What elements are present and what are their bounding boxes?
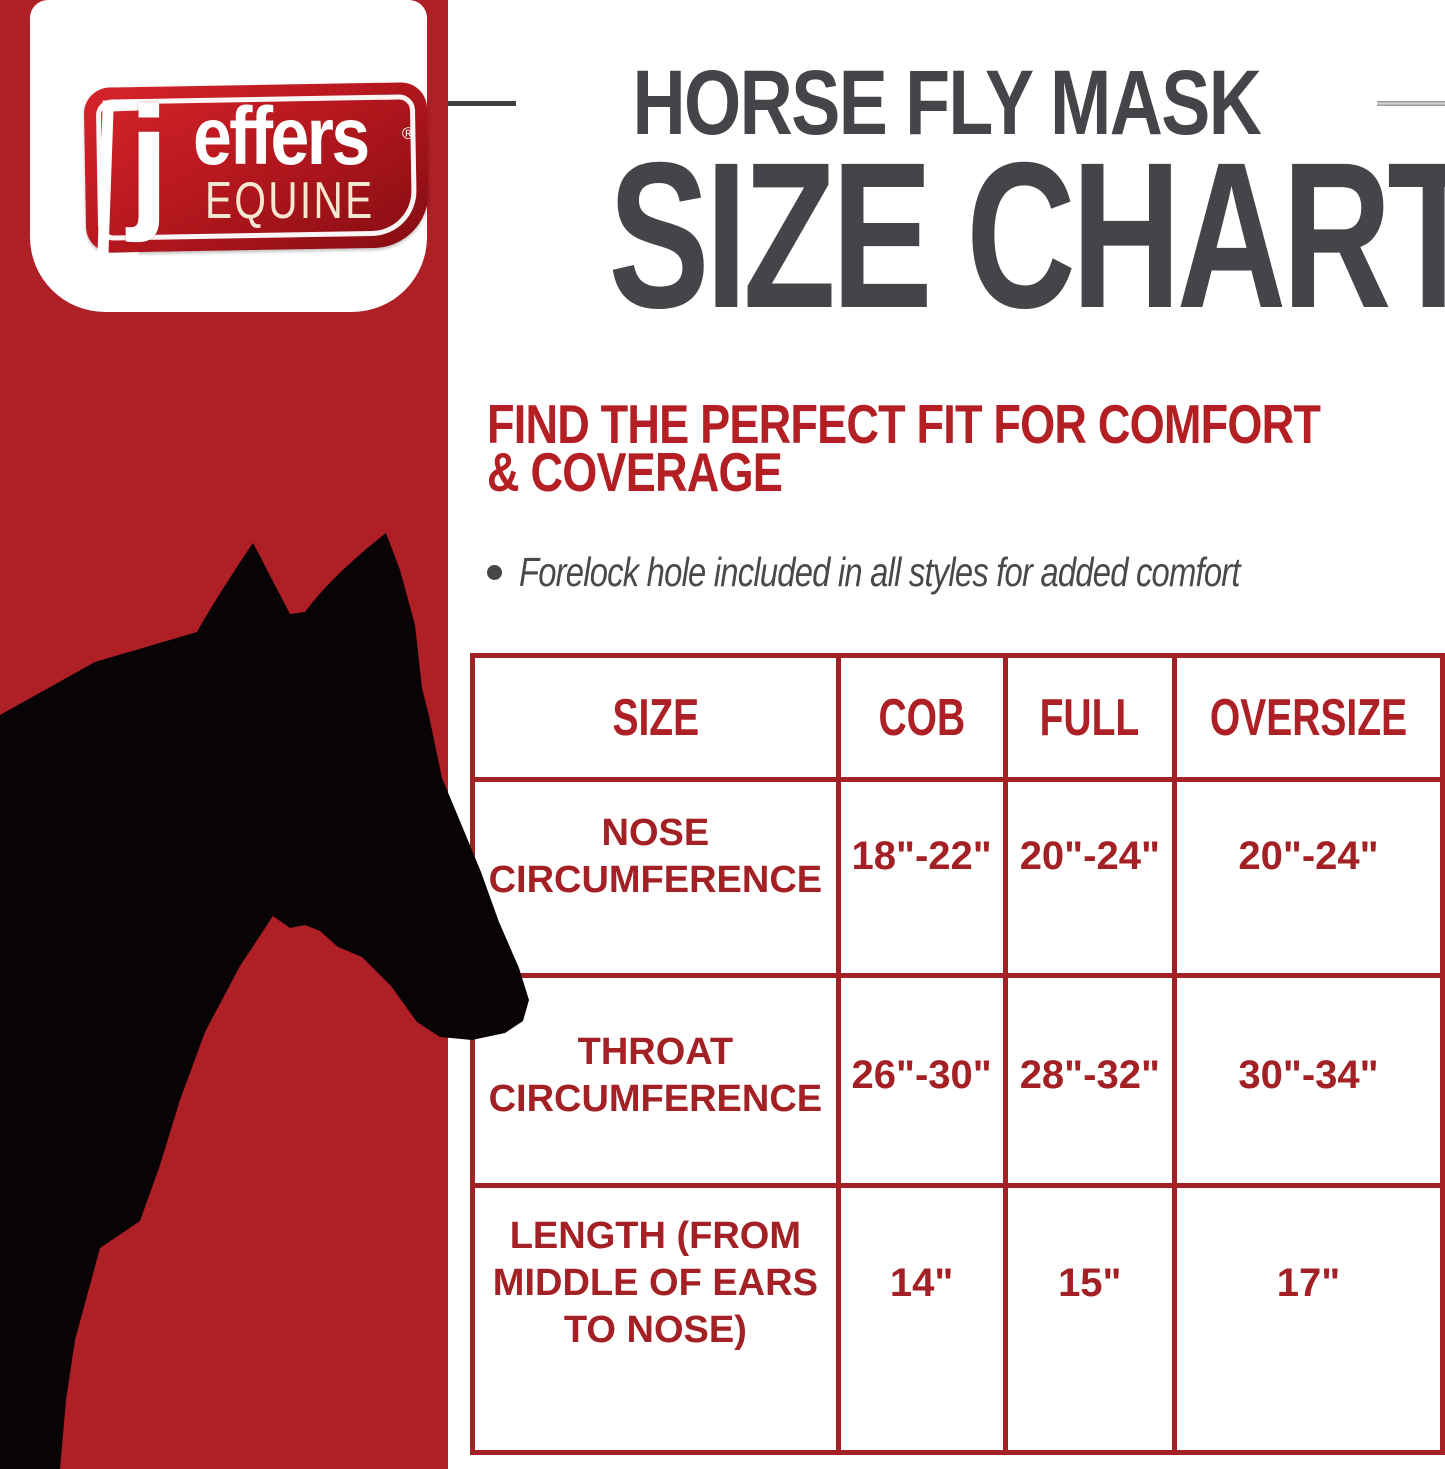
bullet-text: Forelock hole included in all styles for… [519, 548, 1240, 595]
size-value: 28"-32" [1019, 1053, 1160, 1097]
column-header-cob-label: COB [878, 688, 965, 747]
size-value: 14" [889, 1260, 954, 1305]
bullet-item: Forelock hole included in all styles for… [487, 543, 1437, 601]
size-value: 17" [1276, 1260, 1341, 1305]
page-title-text: SIZE CHART [608, 120, 1445, 352]
column-header-oversize: OVERSIZE [1172, 653, 1445, 782]
size-value: 15" [1058, 1260, 1122, 1305]
size-value-cell: 17" [1172, 1183, 1445, 1455]
table-row-nose: NOSE CIRCUMFERENCE 18"-22" 20"-24" 20"-2… [470, 777, 1445, 978]
size-value: 30"-34" [1238, 1053, 1379, 1097]
column-header-oversize-label: OVERSIZE [1209, 688, 1408, 747]
column-header-full-label: FULL [1039, 688, 1140, 747]
size-value: 20"-24" [1019, 834, 1160, 878]
size-value: 18"-22" [851, 834, 992, 878]
logo-division-label: EQUINE [205, 172, 375, 230]
table-header-row: SIZE COB FULL OVERSIZE [470, 653, 1445, 782]
left-dash-rule [448, 100, 517, 106]
size-value-cell: 14" [835, 1183, 1008, 1455]
logo-wordmark: effers [193, 91, 370, 182]
size-value-cell: 28"-32" [1002, 973, 1178, 1188]
row-label-cell: LENGTH (FROM MIDDLE OF EARS TO NOSE) [470, 1183, 841, 1455]
registered-trademark-icon: ® [402, 124, 415, 143]
size-value-cell: 15" [1002, 1183, 1178, 1455]
size-value: 20"-24" [1238, 834, 1379, 878]
column-header-size: SIZE [470, 653, 841, 782]
right-dash-rule [1376, 100, 1445, 106]
logo-j-glyph: j [128, 75, 170, 243]
section-heading: FIND THE PERFECT FIT FOR COMFORT & COVER… [487, 393, 1321, 503]
size-chart-table: SIZE COB FULL OVERSIZE NOSE CIRCUMFERENC… [470, 653, 1445, 1455]
size-value-cell: 20"-24" [1172, 777, 1445, 978]
logo-card: j effers ® EQUINE [30, 0, 430, 312]
size-value-cell: 18"-22" [835, 777, 1008, 978]
row-label-cell: THROAT CIRCUMFERENCE [470, 973, 841, 1188]
eyebrow-row: HORSE FLY MASK [448, 50, 1445, 156]
section-heading-line2: & COVERAGE [487, 441, 783, 503]
size-value-cell: 20"-24" [1002, 777, 1178, 978]
column-header-size-label: SIZE [612, 688, 699, 747]
row-label: THROAT CIRCUMFERENCE [488, 1030, 823, 1120]
row-label: LENGTH (FROM MIDDLE OF EARS TO NOSE) [492, 1214, 818, 1351]
size-value: 26"-30" [851, 1053, 992, 1097]
page-title: SIZE CHART [448, 132, 1445, 340]
table-row-throat: THROAT CIRCUMFERENCE 26"-30" 28"-32" 30"… [470, 973, 1445, 1188]
column-header-cob: COB [835, 653, 1008, 782]
table-row-length: LENGTH (FROM MIDDLE OF EARS TO NOSE) 14"… [470, 1183, 1445, 1455]
section-heading-line1: FIND THE PERFECT FIT FOR COMFORT [487, 393, 1321, 455]
size-value-cell: 30"-34" [1172, 973, 1445, 1188]
column-header-full: FULL [1002, 653, 1178, 782]
bullet-dot-icon [487, 564, 502, 580]
page-eyebrow: HORSE FLY MASK [632, 51, 1262, 154]
size-value-cell: 26"-30" [835, 973, 1008, 1188]
row-label-cell: NOSE CIRCUMFERENCE [470, 777, 841, 978]
row-label: NOSE CIRCUMFERENCE [488, 811, 823, 901]
